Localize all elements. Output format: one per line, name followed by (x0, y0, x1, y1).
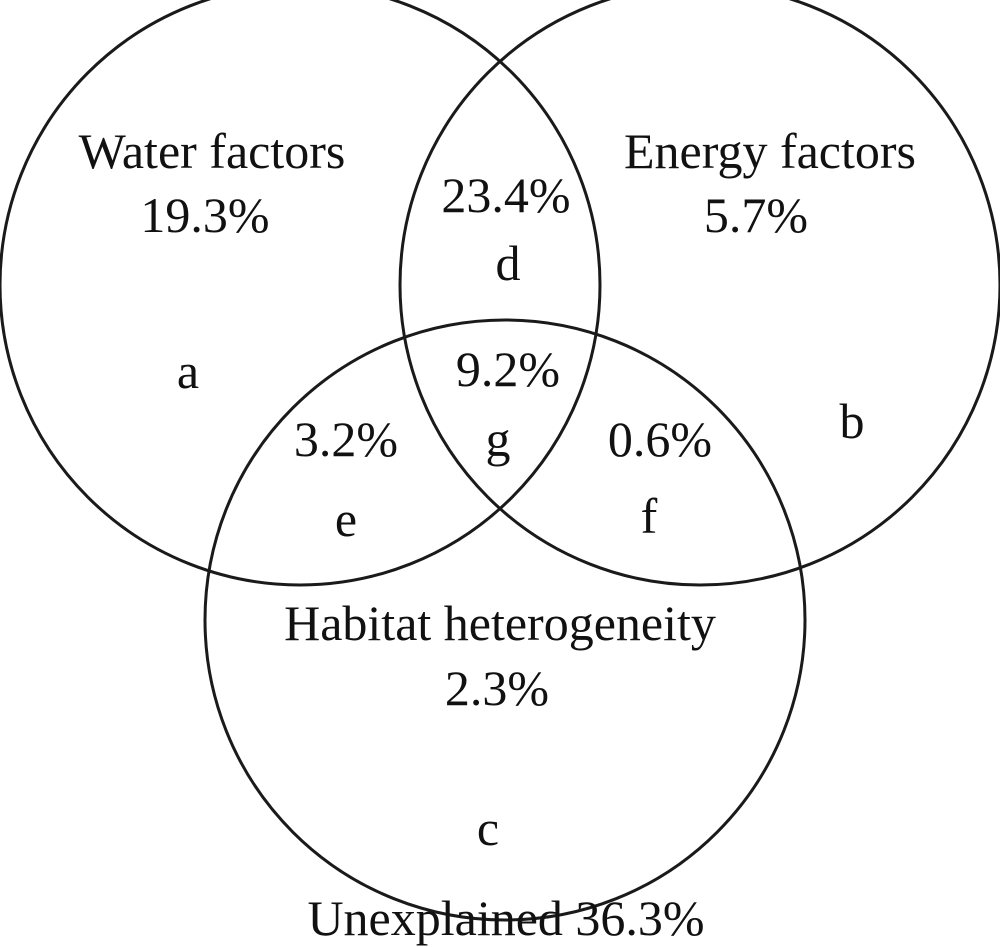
region-letter-d: d (496, 235, 521, 291)
region-letter-e: e (335, 491, 357, 547)
energy-factors-label: Energy factors (624, 123, 916, 179)
water-factors-value: 19.3% (140, 187, 269, 243)
region-letter-c: c (477, 800, 499, 856)
overlap-all-value: 9.2% (456, 341, 560, 397)
region-letter-a: a (177, 343, 199, 399)
overlap-water-energy-value: 23.4% (441, 167, 570, 223)
region-letter-b: b (840, 393, 865, 449)
overlap-energy-habitat-value: 0.6% (608, 411, 712, 467)
unexplained-label: Unexplained 36.3% (307, 890, 704, 946)
overlap-water-habitat-value: 3.2% (294, 411, 398, 467)
energy-factors-value: 5.7% (704, 187, 808, 243)
region-letter-f: f (641, 488, 658, 544)
habitat-heterogeneity-value: 2.3% (445, 660, 549, 716)
energy-factors-circle (398, 0, 1000, 587)
water-factors-label: Water factors (79, 123, 346, 179)
habitat-heterogeneity-circle (203, 318, 807, 922)
region-letter-g: g (486, 411, 511, 467)
water-factors-circle (0, 0, 602, 587)
habitat-heterogeneity-label: Habitat heterogeneity (284, 595, 716, 651)
